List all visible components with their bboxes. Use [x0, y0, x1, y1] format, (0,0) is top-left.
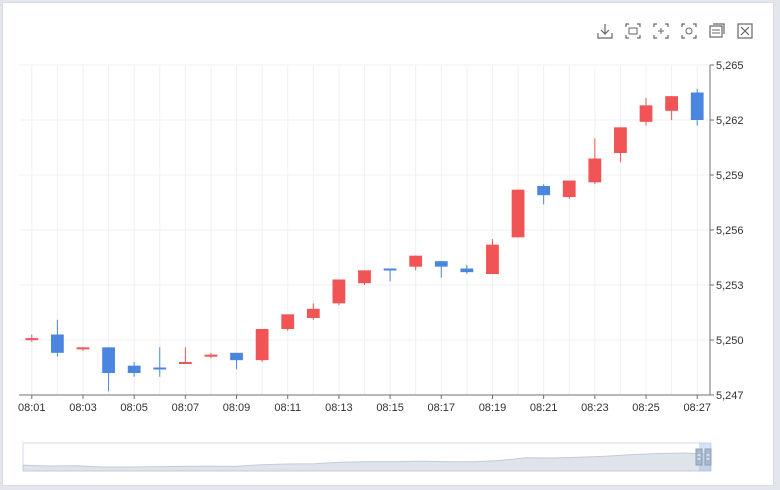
grid-lines	[19, 64, 710, 396]
clear-icon[interactable]	[735, 21, 755, 41]
x-tick-label: 08:27	[683, 402, 711, 414]
candle[interactable]	[102, 347, 115, 392]
candle-body	[76, 347, 90, 350]
candle[interactable]	[178, 347, 192, 364]
candle-body	[383, 268, 397, 271]
y-tick-label: 5,253	[716, 280, 744, 292]
data-zoom-slider	[22, 442, 712, 472]
data-view-icon[interactable]	[707, 21, 727, 41]
candle-body	[358, 270, 371, 284]
candle-body	[690, 92, 704, 120]
candle[interactable]	[76, 347, 90, 351]
slider-handle[interactable]	[695, 448, 703, 466]
x-tick-label: 08:11	[274, 402, 301, 414]
y-tick-label: 5,250	[716, 335, 744, 347]
candle-body	[409, 255, 423, 267]
candle-body	[434, 261, 448, 267]
candle-body	[460, 268, 474, 273]
x-tick-label: 08:05	[120, 402, 148, 414]
candle-body	[306, 308, 320, 318]
x-tick-label: 08:17	[428, 402, 456, 414]
chart-panel: 5,247 5,250 5,253 5,256 5,259 5,262 5,265 08:01…	[2, 2, 774, 486]
candle-body	[102, 347, 115, 373]
candle-body	[127, 365, 141, 373]
candle-body	[25, 338, 39, 341]
candle[interactable]	[588, 138, 602, 185]
x-tick-label: 08:25	[632, 402, 660, 414]
candle[interactable]	[460, 264, 474, 274]
candle-body	[332, 279, 346, 304]
candle[interactable]	[153, 347, 167, 377]
candle-body	[588, 158, 602, 183]
candle-body	[639, 105, 653, 122]
candle[interactable]	[690, 88, 704, 126]
candle[interactable]	[614, 127, 627, 163]
candle[interactable]	[127, 362, 141, 377]
candle[interactable]	[665, 96, 679, 120]
x-tick-label: 08:03	[69, 402, 97, 414]
candle-body	[486, 244, 499, 274]
candle[interactable]	[383, 268, 397, 282]
candle-body	[281, 314, 295, 329]
candle[interactable]	[230, 352, 243, 370]
x-tick-label: 08:21	[530, 402, 558, 414]
candle[interactable]	[537, 184, 551, 205]
candle[interactable]	[562, 180, 576, 199]
candle-body	[153, 367, 167, 370]
candle[interactable]	[204, 352, 218, 359]
x-tick-label: 08:01	[18, 402, 46, 414]
candle[interactable]	[434, 261, 448, 278]
candle[interactable]	[358, 270, 371, 285]
candle-body	[562, 180, 576, 197]
candle-body	[537, 186, 551, 196]
candle[interactable]	[332, 279, 346, 306]
slider-handle-grip	[695, 448, 703, 466]
candle[interactable]	[639, 98, 653, 126]
slider-preview-area	[22, 452, 712, 472]
candle-body	[665, 96, 679, 111]
candle[interactable]	[255, 329, 269, 362]
candle[interactable]	[50, 319, 64, 357]
y-tick-label: 5,256	[716, 225, 744, 237]
candle-body	[614, 127, 627, 153]
x-tick-label: 08:15	[376, 402, 404, 414]
x-tick-label: 08:19	[479, 402, 507, 414]
candle[interactable]	[409, 255, 423, 271]
candles	[25, 88, 704, 392]
candle[interactable]	[511, 189, 525, 238]
candle[interactable]	[486, 239, 499, 274]
download-icon[interactable]	[595, 21, 615, 41]
candle[interactable]	[306, 303, 320, 320]
candle-body	[50, 334, 64, 353]
zoom-reset-icon[interactable]	[651, 21, 671, 41]
candle-body	[230, 352, 243, 361]
slider-handle-grip	[704, 448, 712, 466]
x-tick-label: 08:13	[325, 402, 353, 414]
slider-handle[interactable]	[704, 448, 712, 466]
y-tick-label: 5,265	[716, 60, 744, 72]
candle-body	[511, 189, 525, 238]
axes: 5,247 5,250 5,253 5,256 5,259 5,262 5,265 08:01…	[18, 60, 744, 414]
y-tick-label: 5,259	[716, 170, 744, 182]
candlestick-chart: 5,247 5,250 5,253 5,256 5,259 5,262 5,265 08:01…	[18, 60, 744, 472]
x-tick-label: 08:23	[581, 402, 609, 414]
y-tick-label: 5,262	[716, 115, 744, 127]
candle-body	[178, 362, 192, 364]
candle[interactable]	[281, 314, 295, 331]
y-tick-label: 5,247	[716, 390, 744, 402]
x-tick-label: 08:09	[223, 402, 251, 414]
candle-body	[255, 329, 269, 361]
candle[interactable]	[25, 334, 39, 342]
x-tick-label: 08:07	[172, 402, 200, 414]
restore-icon[interactable]	[679, 21, 699, 41]
zoom-select-icon[interactable]	[623, 21, 643, 41]
candle-body	[204, 354, 218, 357]
chart-toolbar	[595, 21, 755, 43]
